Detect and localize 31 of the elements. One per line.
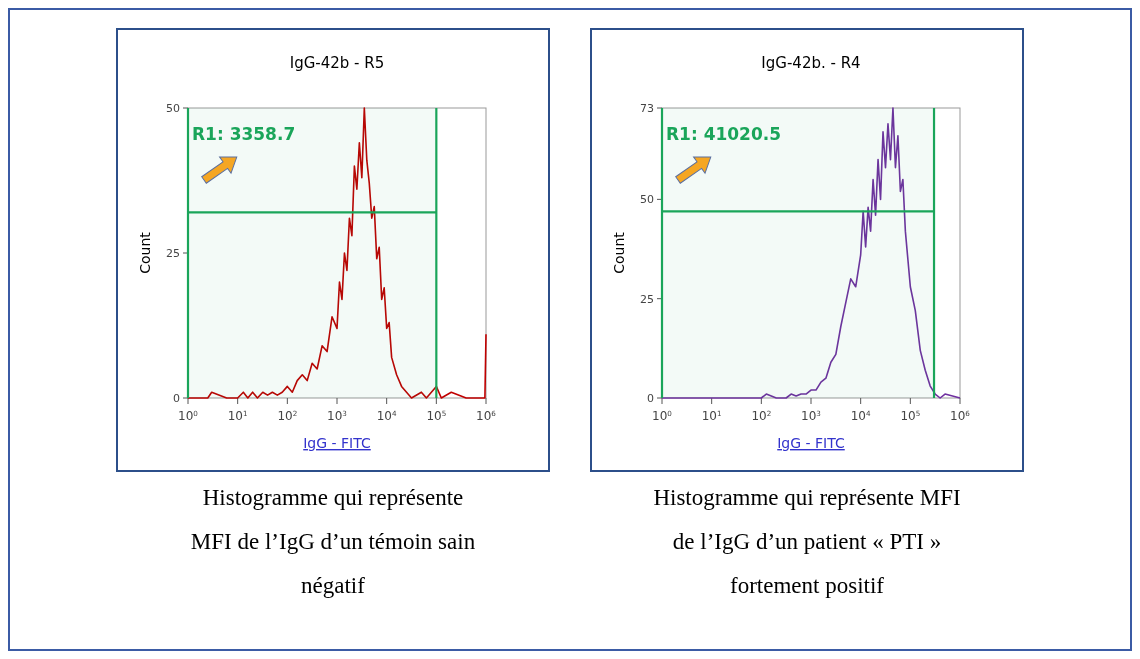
y-tick-label: 25 <box>640 292 654 306</box>
text: Histogramme qui représente MFI de l’IgG d’un patient « PTI » fortement positif <box>652 484 962 600</box>
x-tick-label: 10$^{1}$ <box>227 408 248 423</box>
x-tick-label: 10$^{5}$ <box>900 408 921 423</box>
y-tick-label: 0 <box>173 391 180 405</box>
chart-title: IgG-42b. - R4 <box>761 54 861 72</box>
x-tick-label: 10$^{4}$ <box>850 408 872 423</box>
band-label: R1: 41020.5 <box>666 124 782 144</box>
x-tick-label: 10$^{6}$ <box>950 408 971 423</box>
x-tick-label: 10$^{6}$ <box>476 408 497 423</box>
x-tick-label: 10$^{3}$ <box>801 408 821 423</box>
x-tick-label: 10$^{3}$ <box>327 408 347 423</box>
x-tick-label: 10$^{4}$ <box>376 408 398 423</box>
y-axis-title: Count <box>137 231 153 274</box>
text: Histogramme qui représente MFI de l’IgG d’un témoin sain négatif <box>189 484 477 600</box>
y-tick-label: 73 <box>640 101 654 115</box>
band-label: R1: 3358.7 <box>192 124 296 144</box>
chart-title: IgG-42b - R5 <box>289 54 385 72</box>
x-axis-title: IgG - FITC <box>303 435 371 451</box>
y-tick-label: 0 <box>647 391 654 405</box>
x-tick-label: 10$^{0}$ <box>178 408 199 423</box>
y-tick-label: 25 <box>166 246 180 260</box>
x-tick-label: 10$^{1}$ <box>701 408 722 423</box>
y-tick-label: 50 <box>640 193 654 207</box>
x-axis-title: IgG - FITC <box>777 435 845 451</box>
x-tick-label: 10$^{0}$ <box>652 408 673 423</box>
y-axis-title: Count <box>611 231 627 274</box>
x-tick-label: 10$^{2}$ <box>751 408 772 423</box>
y-tick-label: 50 <box>166 101 180 115</box>
x-tick-label: 10$^{2}$ <box>277 408 298 423</box>
x-tick-label: 10$^{5}$ <box>426 408 447 423</box>
